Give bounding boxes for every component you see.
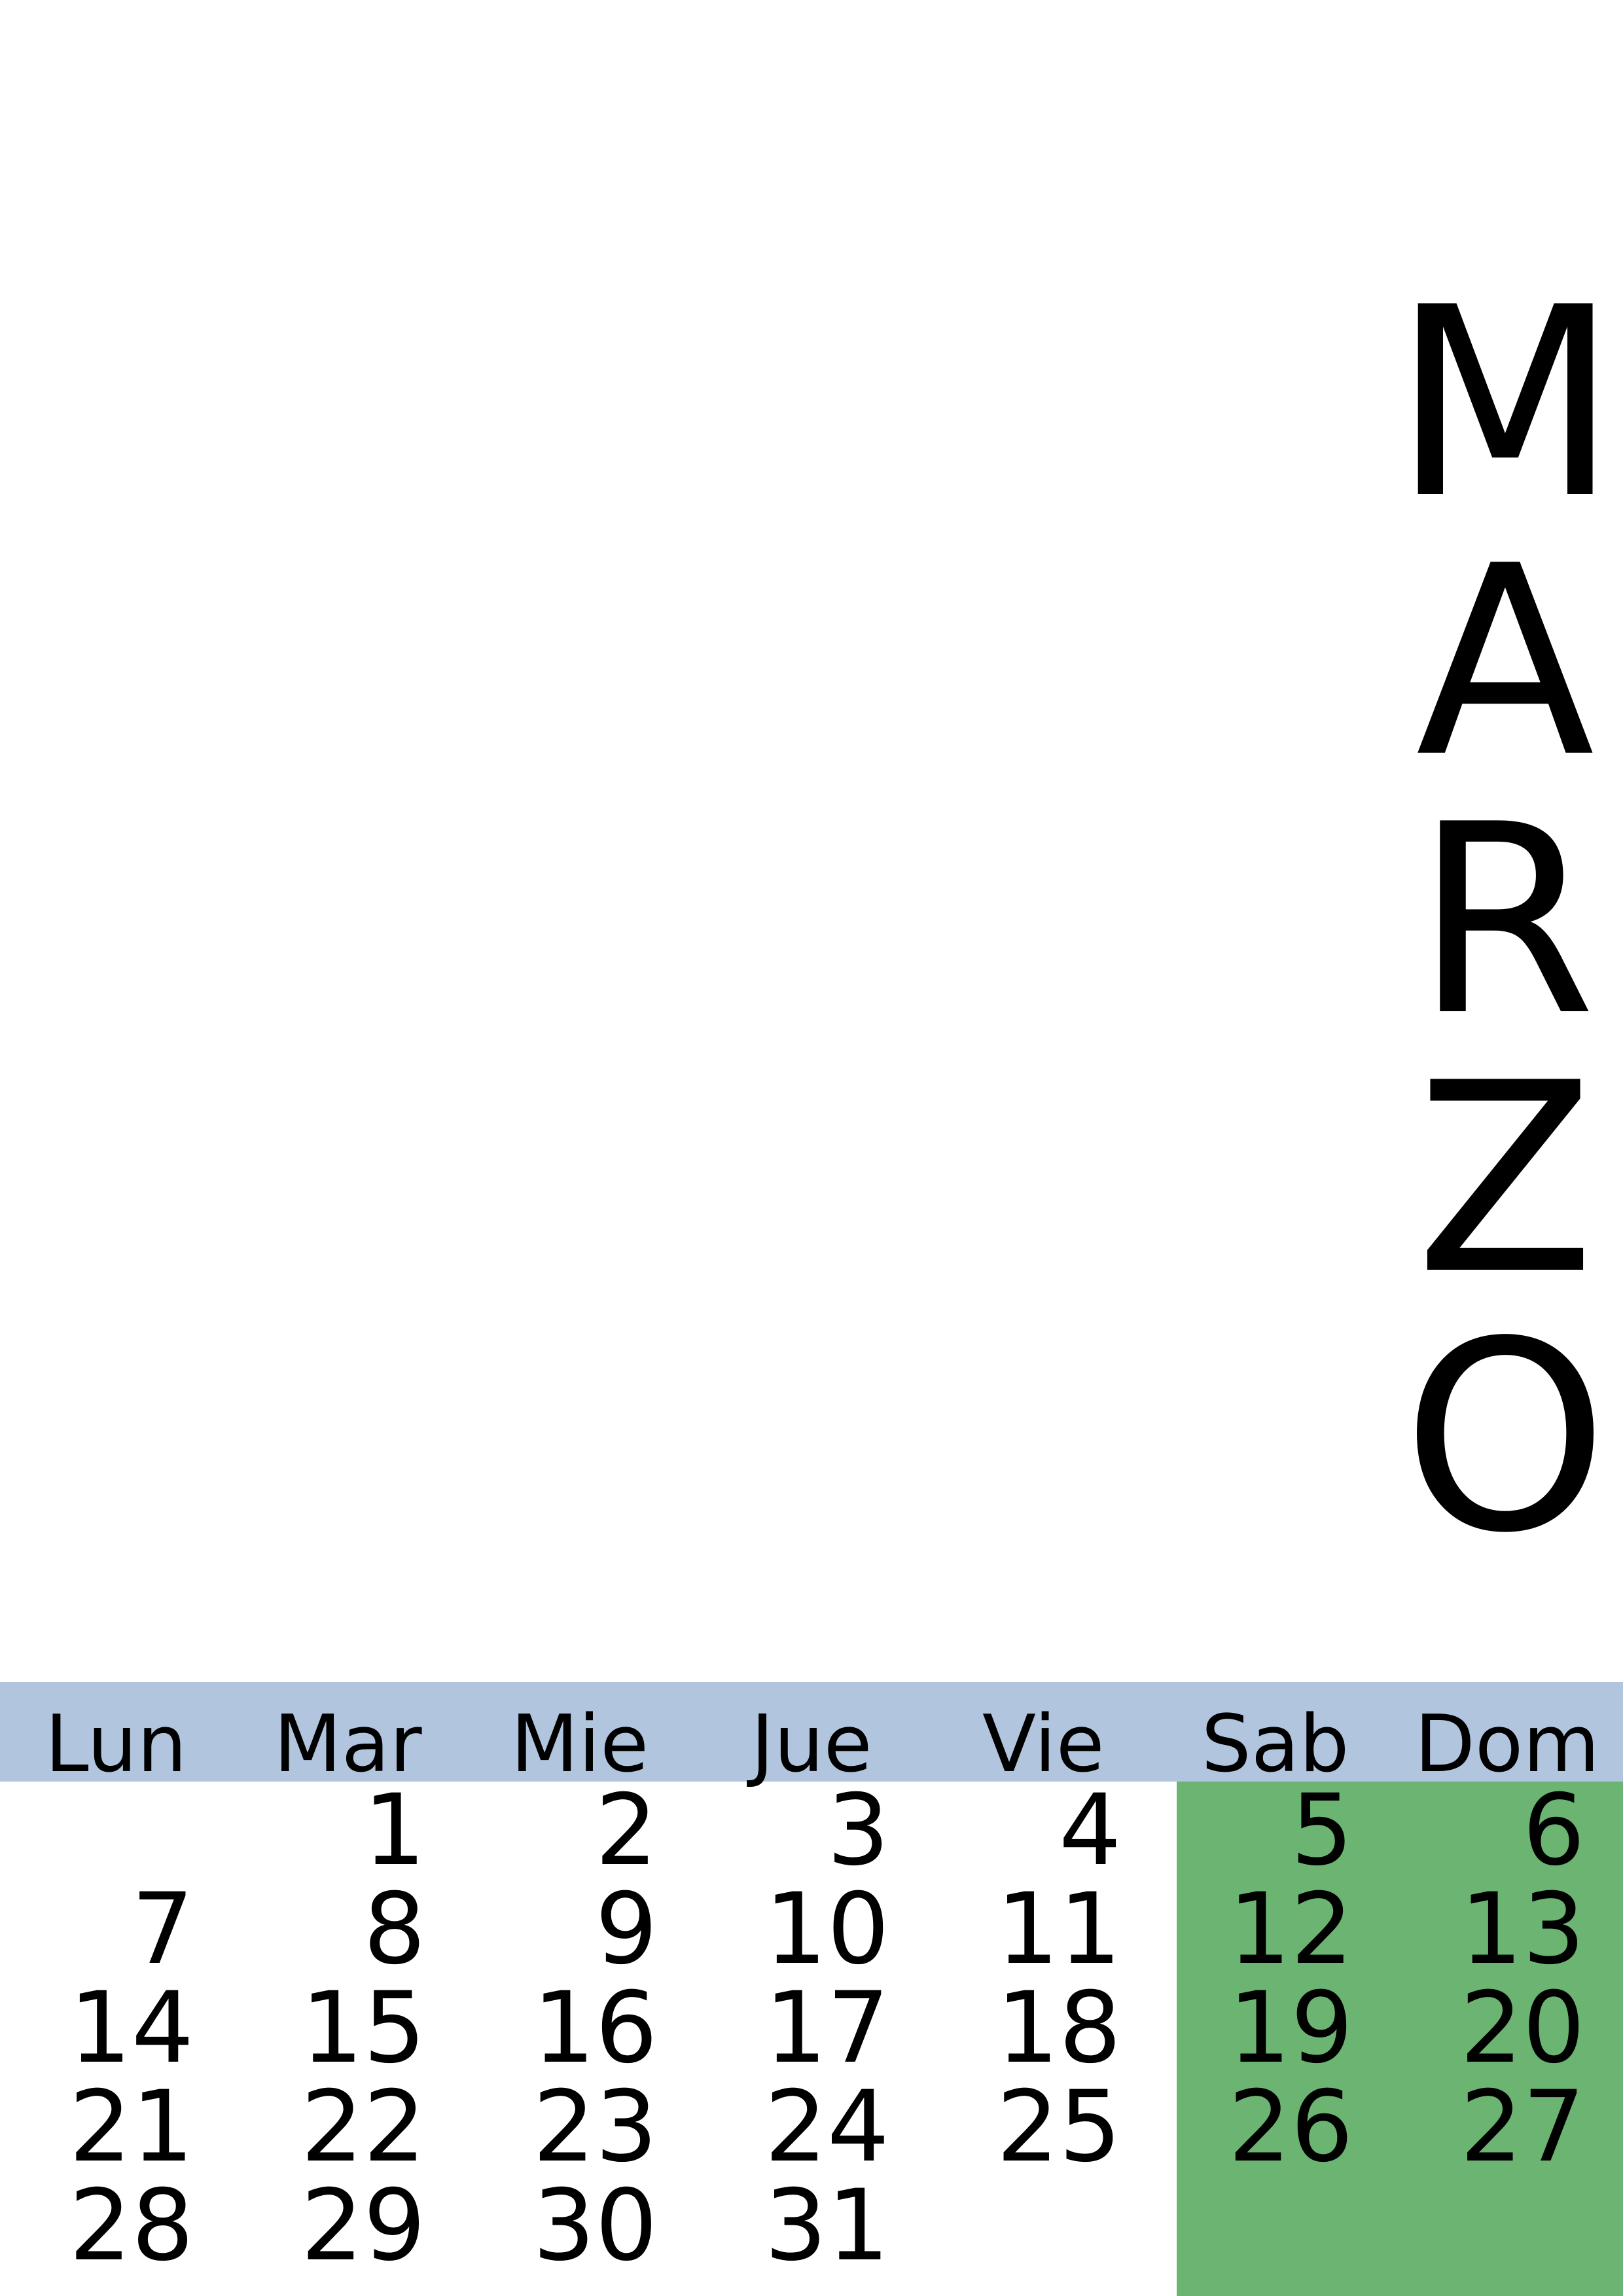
month-letter: A (1416, 511, 1595, 815)
day-cell: 15 (300, 1971, 426, 2085)
month-letter: Z (1415, 1028, 1596, 1332)
day-cell: 1 (363, 1774, 426, 1888)
day-cell: 30 (532, 2169, 658, 2283)
day-cell (1391, 2177, 1623, 2276)
day-cell: 23 (532, 2070, 658, 2184)
day-cell: 2 (595, 1774, 658, 1888)
day-cell: 5 (1291, 1774, 1353, 1888)
calendar-grid: 1 2 3 4 5 6 7 8 9 10 11 12 13 14 15 16 1… (0, 1782, 1623, 2276)
day-cell: 7 (131, 1873, 194, 1986)
day-cell: 18 (996, 1971, 1122, 2085)
day-cell: 10 (764, 1873, 890, 1986)
day-cell (1159, 2177, 1391, 2276)
day-cell: 20 (1460, 1971, 1585, 2085)
weekday-label-lun: Lun (45, 1699, 187, 1790)
weekday-label-jue: Jue (751, 1699, 872, 1790)
day-cell: 31 (764, 2169, 890, 2283)
day-cell: 14 (69, 1971, 194, 2085)
day-cell: 24 (764, 2070, 890, 2184)
day-cell: 3 (827, 1774, 890, 1888)
day-cell: 16 (532, 1971, 658, 2085)
weekday-label-dom: Dom (1414, 1699, 1600, 1790)
day-cell: 8 (363, 1873, 426, 1986)
day-cell: 29 (300, 2169, 426, 2283)
day-cell (0, 1782, 232, 1880)
day-cell: 28 (69, 2169, 194, 2283)
day-cell: 26 (1228, 2070, 1353, 2184)
day-cell: 4 (1058, 1774, 1122, 1888)
day-cell: 21 (69, 2070, 194, 2184)
weekday-label-mie: Mie (510, 1699, 649, 1790)
month-title: M A R Z O (1392, 274, 1618, 1590)
month-letter: R (1414, 769, 1596, 1073)
month-letter: M (1392, 252, 1618, 556)
weekday-label-sab: Sab (1201, 1699, 1349, 1790)
day-cell: 22 (300, 2070, 426, 2184)
day-cell: 13 (1460, 1873, 1585, 1986)
day-cell: 11 (996, 1873, 1122, 1986)
day-cell (927, 2177, 1159, 2276)
day-cell: 27 (1460, 2070, 1585, 2184)
day-cell: 25 (996, 2070, 1122, 2184)
day-cell: 9 (595, 1873, 658, 1986)
weekday-header: Lun Mar Mie Jue Vie Sab Dom (0, 1682, 1623, 1790)
weekday-label-mar: Mar (274, 1699, 422, 1790)
weekend-highlight (1177, 1782, 1623, 2296)
weekday-label-vie: Vie (982, 1699, 1105, 1790)
day-cell: 6 (1522, 1774, 1585, 1888)
month-letter: O (1402, 1286, 1609, 1590)
day-cell: 12 (1228, 1873, 1353, 1986)
day-cell: 17 (764, 1971, 890, 2085)
day-cell: 19 (1228, 1971, 1353, 2085)
